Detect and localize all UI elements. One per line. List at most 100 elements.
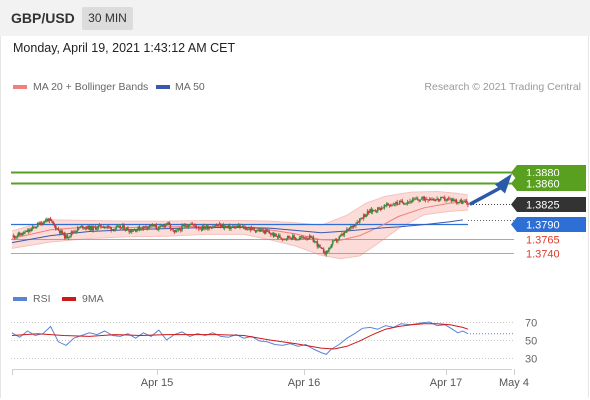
candle-body [243, 226, 245, 229]
candle-body [124, 230, 127, 231]
candle-body [347, 228, 349, 230]
candle-body [455, 199, 458, 203]
candle-body [189, 224, 191, 226]
candle-body [333, 240, 335, 242]
candle-body [405, 203, 407, 205]
candle-body [93, 226, 96, 228]
candle-body [319, 244, 321, 248]
candle-body [450, 198, 453, 202]
rsi-panel: 70 50 30 [11, 318, 537, 366]
candle-body [25, 230, 27, 232]
candle-body [169, 224, 172, 230]
candle-body [38, 222, 40, 224]
candle-body [253, 228, 255, 231]
rsi-tick-label: 70 [525, 318, 537, 330]
candle-body [89, 226, 92, 231]
candle-body [226, 226, 228, 228]
candle-body [306, 237, 308, 239]
candle-body [137, 226, 139, 230]
candle-body [406, 202, 409, 204]
candle-body [187, 225, 190, 227]
candle-body [225, 226, 227, 227]
candle-body [207, 225, 209, 230]
candle-body [456, 202, 459, 203]
candle-body [397, 204, 400, 205]
candle-body [178, 228, 181, 230]
candle-body [212, 226, 214, 229]
candle-body [71, 231, 74, 233]
candle-body [442, 197, 445, 198]
candle-body [308, 235, 311, 239]
candle-body [173, 230, 176, 233]
candle-body [361, 217, 364, 219]
support-tag-label: 1.3740 [526, 249, 560, 261]
candle-body [383, 205, 386, 209]
candle-body [274, 233, 276, 237]
candle-body [404, 203, 406, 205]
candle-body [48, 218, 51, 222]
candle-body [378, 207, 380, 209]
candle-body [341, 234, 343, 236]
candle-body [313, 241, 316, 243]
candle-body [294, 237, 297, 240]
candle-body [194, 223, 196, 226]
candle-body [79, 226, 82, 229]
candle-body [55, 225, 57, 230]
candle-body [339, 235, 342, 237]
candle-body [34, 226, 36, 228]
candle-body [183, 225, 186, 226]
candle-body [107, 226, 110, 227]
candle-body [22, 232, 25, 234]
candle-body [80, 225, 83, 227]
ma20-legend-swatch [13, 85, 27, 89]
candle-body [351, 226, 353, 228]
candle-body [441, 197, 443, 198]
candle-body [138, 226, 141, 231]
candle-body [359, 218, 361, 223]
candle-body [436, 198, 438, 200]
symbol-label: GBP/USD [11, 10, 75, 26]
candle-body [464, 200, 467, 202]
rsi-ma-legend-swatch [62, 297, 76, 301]
candle-body [285, 238, 288, 240]
candle-body [111, 229, 114, 231]
candle-body [386, 203, 388, 206]
candle-body [467, 202, 469, 206]
candle-body [56, 228, 58, 230]
candle-body [127, 227, 129, 231]
candle-body [235, 226, 237, 229]
candle-body [422, 196, 424, 199]
candle-body [227, 225, 230, 227]
candle-body [209, 227, 212, 229]
candle-body [446, 198, 449, 200]
candle-body [454, 199, 456, 202]
candle-body [391, 204, 393, 206]
candle-body [141, 228, 143, 230]
candle-body [70, 231, 73, 236]
candle-body [15, 237, 17, 238]
candle-body [279, 235, 281, 238]
candle-body [304, 237, 307, 239]
candle-body [155, 225, 158, 229]
candle-body [449, 198, 451, 200]
candle-body [387, 203, 389, 206]
candle-body [451, 199, 454, 202]
candle-body [316, 241, 319, 247]
candle-body [134, 229, 137, 232]
candle-body [13, 235, 16, 238]
candle-body [236, 226, 239, 228]
candle-body [232, 226, 235, 228]
candle-body [271, 233, 273, 235]
candle-body [355, 224, 357, 227]
rsi-ma-legend-label: 9MA [82, 293, 104, 305]
candle-body [365, 214, 367, 217]
candle-body [110, 227, 112, 231]
rsi-ma-line [11, 323, 469, 350]
candle-body [158, 226, 160, 230]
timeframe-button[interactable]: 30 MIN [82, 7, 133, 30]
candle-body [453, 199, 455, 202]
candle-body [418, 199, 420, 201]
candle-body [350, 226, 352, 228]
x-axis-tick-label: Apr 17 [430, 377, 462, 389]
candle-body [156, 228, 159, 230]
